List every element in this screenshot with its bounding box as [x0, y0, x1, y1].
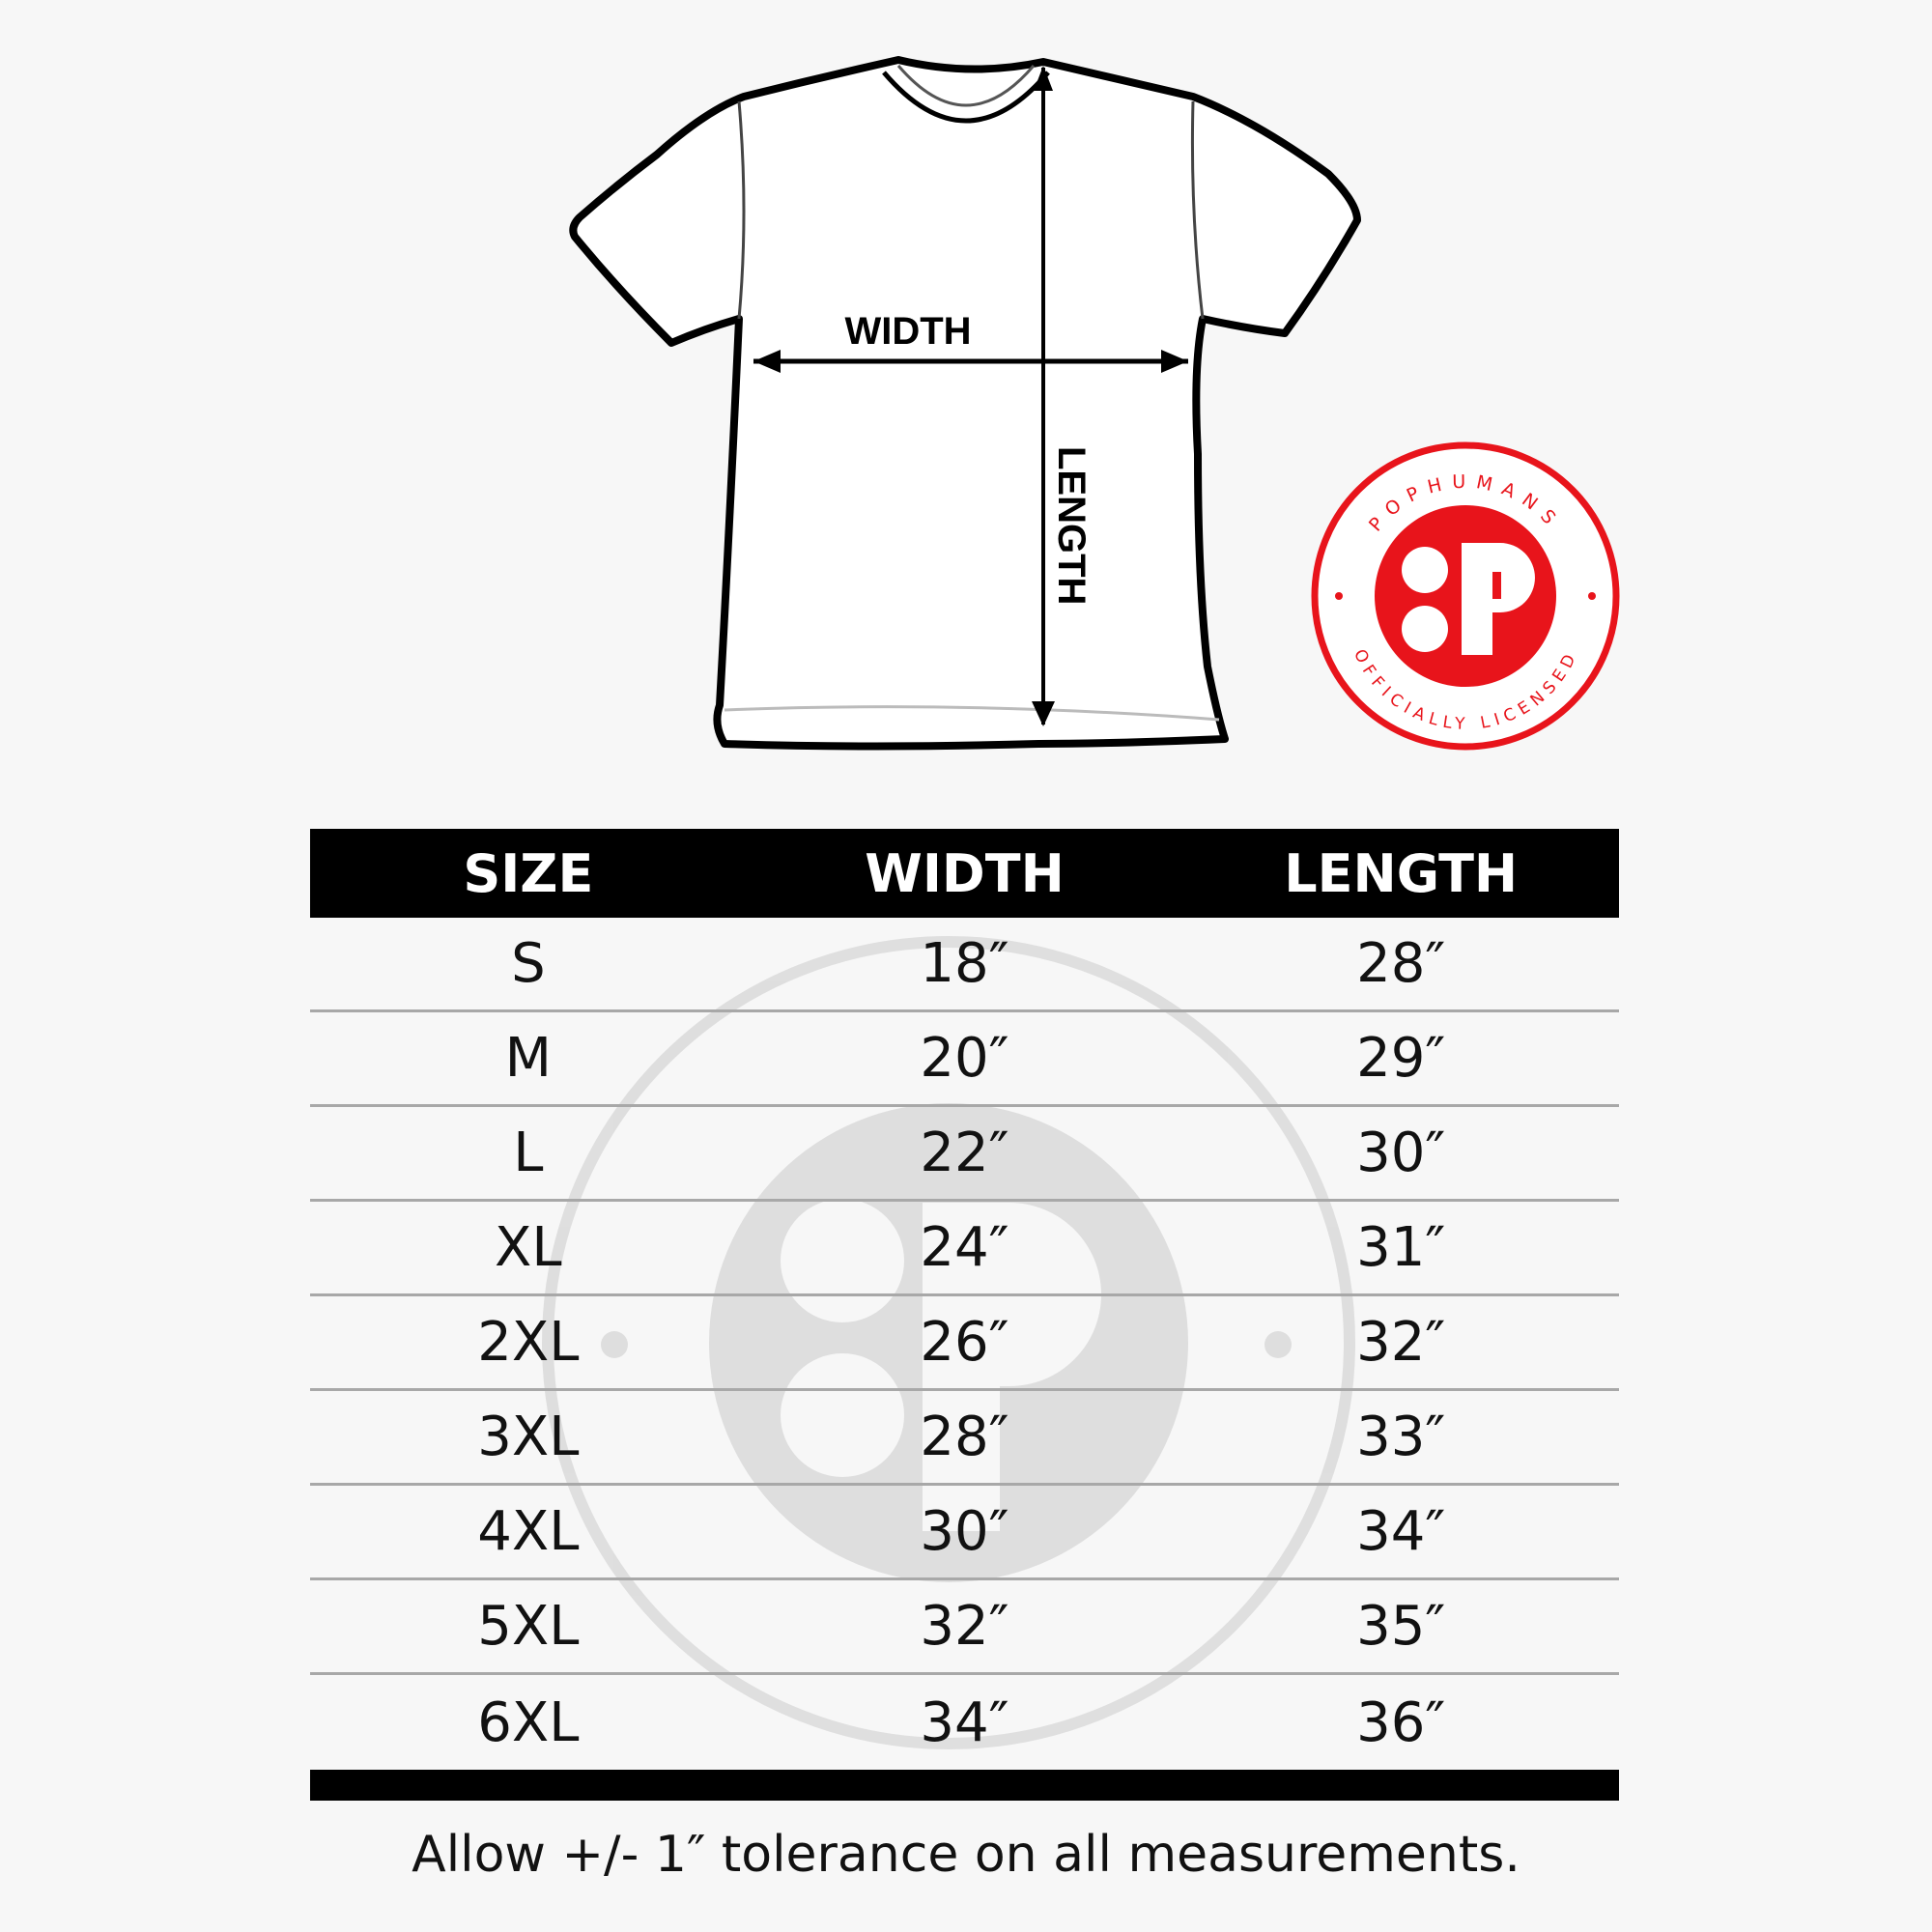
- table-row: S 18″ 28″: [310, 918, 1619, 1012]
- table-bottom-bar: [310, 1770, 1619, 1801]
- table-row: XL 24″ 31″: [310, 1202, 1619, 1296]
- cell-size: S: [511, 932, 546, 995]
- header-size: SIZE: [463, 842, 594, 904]
- cell-size: 4XL: [477, 1500, 580, 1563]
- cell-size: XL: [495, 1216, 562, 1279]
- cell-size: 6XL: [477, 1690, 580, 1754]
- cell-length: 35″: [1356, 1595, 1446, 1658]
- cell-width: 24″: [920, 1216, 1009, 1279]
- cell-size: L: [513, 1122, 544, 1184]
- cell-size: 3XL: [477, 1406, 580, 1468]
- table-row: 6XL 34″ 36″: [310, 1675, 1619, 1770]
- cell-size: 2XL: [477, 1311, 580, 1374]
- tshirt-diagram: WIDTH LENGTH POPHUMANS OFFICIALLY LICENS…: [569, 56, 1620, 751]
- cell-length: 29″: [1356, 1027, 1446, 1090]
- cell-length: 33″: [1356, 1406, 1446, 1468]
- length-label: LENGTH: [1050, 446, 1093, 605]
- cell-length: 32″: [1356, 1311, 1446, 1374]
- cell-width: 20″: [920, 1027, 1009, 1090]
- table-row: L 22″ 30″: [310, 1107, 1619, 1202]
- table-row: M 20″ 29″: [310, 1012, 1619, 1107]
- cell-length: 28″: [1356, 932, 1446, 995]
- pophumans-badge: POPHUMANS OFFICIALLY LICENSED: [1311, 441, 1620, 751]
- tolerance-note: Allow +/- 1″ tolerance on all measuremen…: [412, 1826, 1520, 1884]
- cell-width: 34″: [920, 1690, 1009, 1754]
- cell-size: 5XL: [477, 1595, 580, 1658]
- tshirt-outline: [569, 56, 1361, 751]
- table-header: SIZE WIDTH LENGTH: [310, 829, 1619, 918]
- cell-size: M: [504, 1027, 552, 1090]
- cell-length: 36″: [1356, 1690, 1446, 1754]
- cell-length: 34″: [1356, 1500, 1446, 1563]
- cell-width: 30″: [920, 1500, 1009, 1563]
- table-row: 3XL 28″ 33″: [310, 1391, 1619, 1486]
- cell-width: 18″: [920, 932, 1009, 995]
- width-label: WIDTH: [844, 310, 971, 353]
- table-row: 5XL 32″ 35″: [310, 1580, 1619, 1675]
- header-length: LENGTH: [1284, 842, 1519, 904]
- table-row: 2XL 26″ 32″: [310, 1296, 1619, 1391]
- cell-length: 30″: [1356, 1122, 1446, 1184]
- header-width: WIDTH: [865, 842, 1065, 904]
- cell-width: 22″: [920, 1122, 1009, 1184]
- cell-width: 32″: [920, 1595, 1009, 1658]
- cell-length: 31″: [1356, 1216, 1446, 1279]
- table-row: 4XL 30″ 34″: [310, 1486, 1619, 1580]
- cell-width: 28″: [920, 1406, 1009, 1468]
- cell-width: 26″: [920, 1311, 1009, 1374]
- size-chart-table: SIZE WIDTH LENGTH S 18″ 28″ M 20″ 29″ L 22″ 30″ X…: [310, 829, 1619, 1801]
